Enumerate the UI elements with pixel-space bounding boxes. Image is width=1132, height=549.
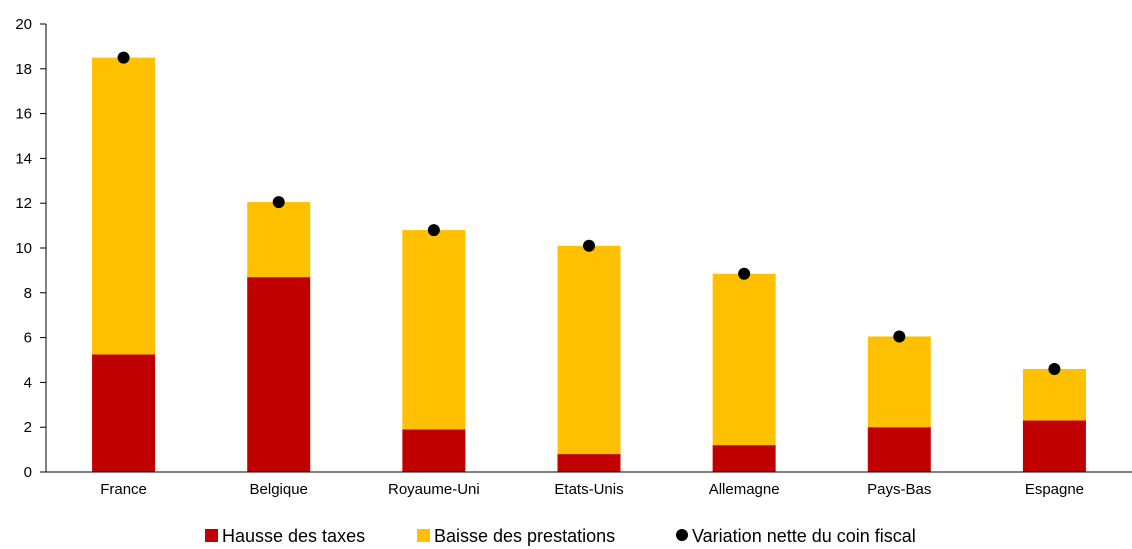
marker-variation-nette-belgique <box>272 196 285 209</box>
legend-label: Variation nette du coin fiscal <box>692 526 916 546</box>
y-tick-label: 4 <box>24 374 32 391</box>
bar-baisse-prestations-espagne <box>1022 368 1086 421</box>
y-tick-label: 8 <box>24 285 32 302</box>
y-tick-label: 18 <box>15 61 32 78</box>
bars <box>92 57 1086 472</box>
y-tick-label: 16 <box>15 106 32 123</box>
legend-swatch <box>417 529 430 542</box>
bar-baisse-prestations-pays-bas <box>867 336 931 428</box>
bar-baisse-prestations-france <box>92 57 156 355</box>
y-tick-label: 10 <box>15 240 32 257</box>
marker-variation-nette-etats-unis <box>583 239 595 252</box>
x-tick-label: France <box>100 481 147 498</box>
x-tick-label: Royaume-Uni <box>388 481 480 498</box>
bar-baisse-prestations-etats-unis <box>557 245 621 455</box>
legend-label: Hausse des taxes <box>222 526 365 546</box>
bar-hausse-taxes-allemagne <box>712 445 776 472</box>
bar-hausse-taxes-espagne <box>1022 420 1086 472</box>
bar-hausse-taxes-belgique <box>247 277 311 472</box>
y-tick-label: 14 <box>15 150 32 167</box>
marker-variation-nette-france <box>117 51 130 64</box>
legend: Hausse des taxes Baisse des prestations Va… <box>205 526 916 546</box>
marker-variation-nette-pays-bas <box>893 330 906 343</box>
marker-variation-nette-royaume-uni <box>427 224 440 237</box>
bar-hausse-taxes-pays-bas <box>867 427 931 472</box>
legend-label: Baisse des prestations <box>434 526 615 546</box>
y-axis: 0 2 4 6 8 10 12 14 16 18 20 <box>15 16 47 481</box>
net-variation-markers <box>117 51 1061 375</box>
x-axis: France Belgique Royaume-Uni Etats-Unis Allem… <box>46 471 1132 498</box>
y-tick-label: 6 <box>24 330 32 347</box>
x-tick-label: Etats-Unis <box>554 481 623 498</box>
x-tick-label: Belgique <box>250 481 308 498</box>
bar-baisse-prestations-allemagne <box>712 273 776 446</box>
x-tick-label: Pays-Bas <box>867 481 931 498</box>
legend-swatch <box>205 529 218 542</box>
legend-marker <box>676 529 688 541</box>
bar-hausse-taxes-france <box>92 354 156 472</box>
y-tick-label: 0 <box>24 464 32 481</box>
y-tick-label: 20 <box>15 16 32 33</box>
bar-baisse-prestations-royaume-uni <box>402 230 466 430</box>
marker-variation-nette-allemagne <box>738 267 751 280</box>
bar-hausse-taxes-etats-unis <box>557 454 621 472</box>
x-tick-label: Espagne <box>1025 481 1084 498</box>
bar-baisse-prestations-belgique <box>247 202 311 278</box>
y-tick-label: 12 <box>15 195 32 212</box>
marker-variation-nette-espagne <box>1048 362 1061 375</box>
x-tick-label: Allemagne <box>709 481 780 498</box>
y-tick-label: 2 <box>24 419 32 436</box>
bar-hausse-taxes-royaume-uni <box>402 429 466 472</box>
